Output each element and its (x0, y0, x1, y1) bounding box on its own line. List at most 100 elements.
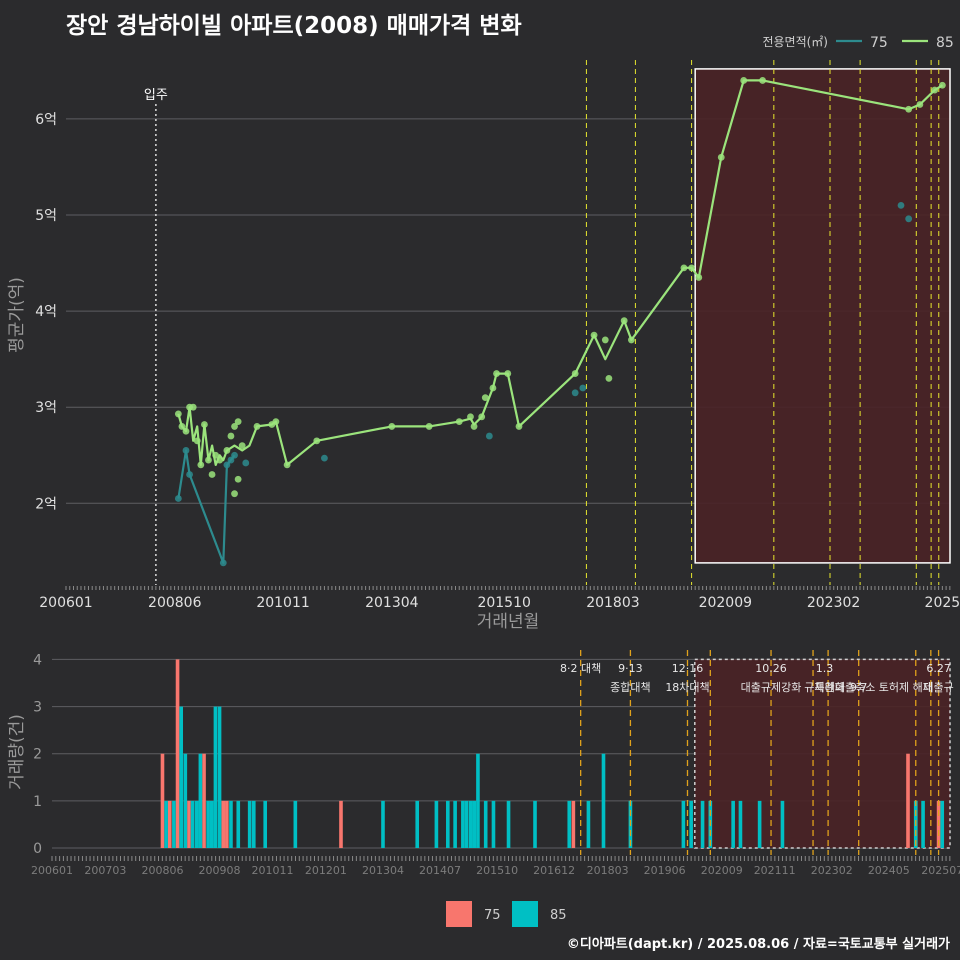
y-tick-label: 1 (33, 794, 42, 810)
data-point-85 (216, 456, 224, 464)
volume-bar-85 (293, 800, 298, 848)
x-tick-label: 202009 (699, 595, 752, 611)
volume-bar-85 (506, 800, 511, 848)
legend-swatch-75 (446, 901, 472, 927)
policy-date-label: 1.3 (816, 662, 834, 675)
y-tick-label: 5억 (35, 208, 57, 224)
policy-name-label: 18차대책 (665, 681, 709, 694)
data-point-85 (515, 423, 523, 430)
data-point-85 (504, 370, 512, 377)
x-tick-label: 2025 (925, 595, 960, 611)
data-point-85 (470, 423, 478, 430)
volume-chart: 0 1 2 3 4 8·2 대책 9·13 종합대책 12·16 18차대책 10.26 대출규제강화… (7, 650, 960, 927)
legend-label-75: 75 (484, 908, 501, 923)
data-point-85 (717, 153, 725, 161)
x-tick-label: 200601 (31, 864, 73, 877)
data-point-85 (193, 437, 201, 445)
x-tick-label: 202507 (921, 864, 960, 877)
volume-bar-75 (202, 753, 206, 848)
policy-name-label: 특례대출축소 토허제 해제 (815, 680, 933, 694)
x-tick-label: 200806 (141, 864, 183, 877)
volume-bar-85 (738, 800, 743, 848)
volume-bar-85 (921, 800, 925, 848)
price-chart: 2억 3억 4억 5억 6억 입주 200601 200806 201011 201304 2015… (7, 35, 960, 632)
volume-bar-75 (906, 753, 910, 848)
volume-bar-85 (567, 800, 572, 848)
data-point-85 (174, 410, 182, 418)
volume-bar-85 (198, 753, 203, 848)
x-tick-label: 201304 (365, 595, 419, 611)
volume-bar-85 (206, 800, 210, 848)
y-tick-label: 2 (33, 747, 42, 763)
volume-bar-85 (491, 800, 496, 848)
highlight-box (694, 68, 951, 564)
x-tick-label: 201803 (586, 595, 639, 611)
data-point-85 (425, 423, 433, 430)
data-point-85 (201, 421, 208, 428)
policy-name-label: 대출규제강화 (741, 681, 802, 694)
volume-bar-85 (940, 800, 945, 848)
y-tick-label: 0 (33, 841, 42, 857)
volume-bar-85 (700, 800, 705, 848)
movein-label: 입주 (144, 88, 168, 103)
y-tick-label: 3 (33, 700, 42, 716)
x-tick-label: 202009 (701, 864, 743, 877)
data-point-75 (231, 451, 238, 459)
volume-bar-75 (160, 753, 165, 848)
volume-bar-75 (175, 659, 180, 848)
y-tick-label: 3억 (35, 400, 57, 416)
data-point-75 (182, 447, 190, 454)
policy-name-label: 9.7 (850, 681, 868, 694)
volume-bar-85 (251, 800, 256, 848)
data-point-85 (695, 274, 703, 281)
volume-bar-85 (476, 753, 480, 848)
data-point-85 (688, 264, 695, 272)
x-tick-label: 201906 (644, 864, 686, 877)
data-point-85 (571, 370, 579, 377)
volume-bar-85 (533, 800, 537, 848)
data-point-85 (627, 336, 635, 344)
data-point-85 (205, 456, 212, 464)
volume-bar-85 (468, 800, 473, 848)
data-point-85 (740, 77, 748, 84)
volume-bar-85 (780, 800, 785, 848)
x-tick-label: 201510 (476, 864, 518, 877)
y-tick-label: 4 (33, 652, 42, 668)
x-axis-label: 거래년월 (477, 612, 540, 632)
x-tick-label: 201201 (305, 864, 347, 877)
data-point-75 (321, 454, 328, 462)
data-point-75 (485, 432, 493, 440)
x-tick-label: 201304 (362, 864, 404, 877)
data-point-75 (174, 495, 182, 502)
data-point-85 (620, 317, 628, 325)
volume-bar-85 (601, 753, 606, 848)
volume-bar-85 (461, 800, 465, 848)
volume-bar-85 (263, 800, 268, 848)
data-point-85 (467, 413, 474, 421)
volume-bar-85 (415, 800, 420, 848)
y-axis-label: 거래량(건) (7, 714, 27, 790)
x-tick-label: 202405 (868, 864, 910, 877)
policy-date-label: 10.26 (755, 662, 787, 675)
volume-bar-85 (179, 706, 184, 848)
data-point-85 (283, 461, 291, 469)
data-point-85 (931, 86, 939, 94)
x-tick-label: 201612 (533, 864, 575, 877)
volume-bar-85 (689, 800, 693, 848)
data-point-85 (212, 451, 220, 459)
volume-bar-85 (229, 800, 233, 848)
policy-date-label: 9·13 (618, 662, 643, 675)
legend-swatch-85 (512, 901, 538, 927)
data-point-85 (272, 418, 280, 426)
volume-bar-75 (221, 800, 226, 848)
data-point-85 (680, 264, 688, 272)
data-point-85 (489, 384, 497, 392)
volume-bar-85 (731, 800, 735, 848)
policy-date-label: 12·16 (672, 662, 704, 675)
volume-bar-85 (446, 800, 450, 848)
data-point-85 (223, 447, 231, 454)
volume-bar-75 (187, 800, 191, 848)
data-point-85 (189, 403, 197, 411)
volume-bar-85 (247, 800, 252, 848)
x-tick-label: 202302 (807, 595, 860, 611)
